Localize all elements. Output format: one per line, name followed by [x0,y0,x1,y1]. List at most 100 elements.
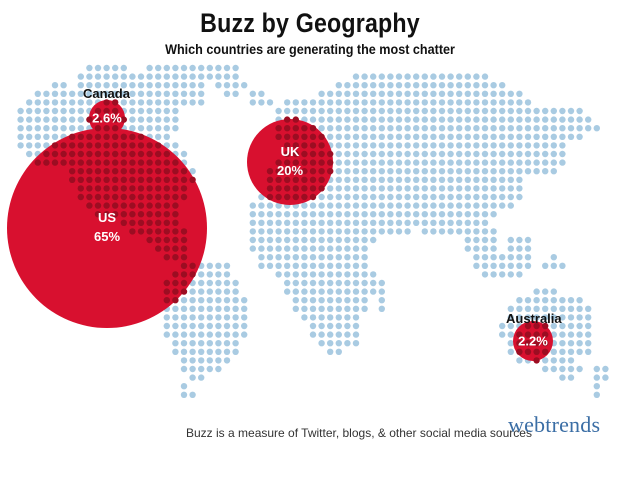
land-dot [593,125,600,132]
land-dot [507,125,514,132]
land-dot [395,90,403,98]
land-dot [172,176,179,183]
land-dot [120,193,128,201]
land-dot [292,142,299,149]
land-dot [69,176,76,183]
land-dot [232,322,239,330]
land-dot [146,150,153,158]
land-dot [120,185,128,192]
land-dot [567,331,575,338]
land-dot [292,99,299,106]
land-dot [352,340,360,347]
land-dot [430,150,437,158]
land-dot [421,159,428,166]
land-dot [567,107,575,115]
land-dot [284,228,291,235]
land-dot [17,116,24,123]
land-dot [51,99,59,106]
land-dot [275,185,282,192]
land-dot [421,125,428,132]
land-dot [335,159,342,166]
land-dot [137,150,145,158]
land-dot [69,99,76,106]
land-dot [180,314,188,321]
land-dot [284,254,291,261]
land-dot [481,107,489,115]
land-dot [344,262,351,269]
land-dot [284,279,291,287]
land-dot [129,116,136,123]
land-dot [146,64,153,72]
land-dot [524,254,532,261]
land-dot [456,185,463,192]
land-dot [361,262,368,269]
land-dot [413,193,420,201]
land-dot [370,168,377,175]
land-dot [86,90,93,98]
land-dot [86,159,93,166]
land-dot [163,254,170,261]
land-dot [438,202,446,209]
land-dot [189,314,196,321]
land-dot [352,288,360,295]
map-subtitle: Which countries are generating the most … [165,41,455,57]
land-dot [499,168,506,175]
land-dot [499,185,506,192]
land-dot [490,176,497,183]
land-dot [198,331,205,338]
land-dot [146,90,153,98]
land-dot [94,168,102,175]
land-dot [232,348,239,355]
land-dot [232,305,239,312]
land-dot [258,202,265,209]
land-dot [249,245,256,252]
land-dot [464,168,471,175]
land-dot [94,159,102,166]
land-dot [318,297,325,304]
land-dot [180,331,188,338]
land-dot [241,297,248,304]
land-dot [456,142,463,149]
land-dot [464,99,471,106]
land-dot [43,116,50,123]
land-dot [241,322,248,330]
land-dot [249,236,256,244]
land-dot [507,159,514,166]
land-dot [180,391,188,398]
land-dot [301,150,308,158]
land-dot [309,142,317,149]
land-dot [180,357,188,364]
land-dot [473,133,480,140]
land-dot [241,331,248,338]
land-dot [266,185,274,192]
land-dot [34,125,41,132]
land-dot [387,193,394,201]
land-dot [352,142,360,149]
land-dot [180,90,188,98]
land-dot [413,82,420,89]
land-dot [490,142,497,149]
land-dot [155,90,162,98]
land-dot [370,228,377,235]
land-dot [542,150,549,158]
land-dot [387,116,394,123]
land-dot [129,219,136,226]
land-dot [550,288,557,295]
land-dot [34,99,41,106]
land-dot [266,262,274,269]
land-dot [464,133,471,140]
land-dot [550,314,557,321]
land-dot [567,125,575,132]
land-dot [172,125,179,132]
land-dot [163,202,170,209]
land-dot [266,245,274,252]
land-dot [378,142,385,149]
land-dot [112,64,119,72]
land-dot [464,202,471,209]
land-dot [456,90,463,98]
land-dot [163,228,170,235]
land-dot [352,185,360,192]
land-dot [180,168,188,175]
land-dot [438,219,446,226]
land-dot [499,176,506,183]
